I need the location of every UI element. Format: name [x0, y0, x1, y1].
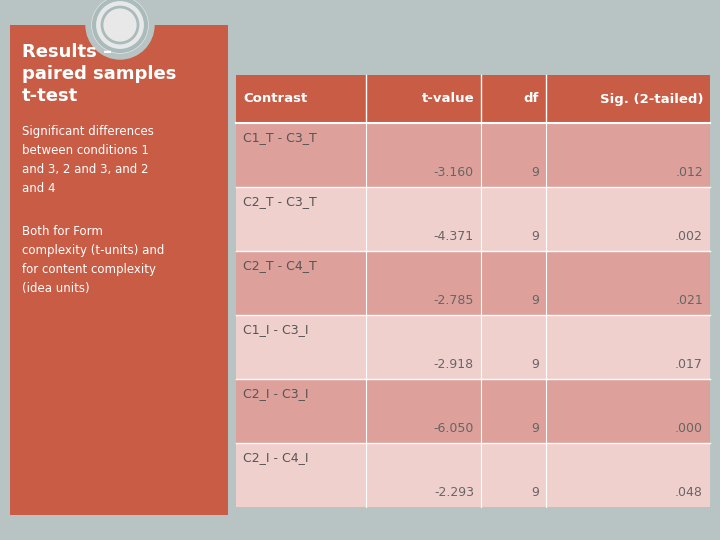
- Text: C2_I - C4_I: C2_I - C4_I: [243, 451, 308, 464]
- Text: Results –: Results –: [22, 43, 112, 61]
- Circle shape: [86, 0, 154, 59]
- Text: t-test: t-test: [22, 87, 78, 105]
- Text: .048: .048: [675, 486, 703, 499]
- Text: C2_T - C3_T: C2_T - C3_T: [243, 195, 317, 208]
- Text: -2.918: -2.918: [434, 358, 474, 371]
- Text: Both for Form
complexity (t-units) and
for content complexity
(idea units): Both for Form complexity (t-units) and f…: [22, 225, 164, 295]
- Text: -4.371: -4.371: [434, 230, 474, 243]
- Text: paired samples: paired samples: [22, 65, 176, 83]
- Text: C1_T - C3_T: C1_T - C3_T: [243, 131, 317, 144]
- Bar: [236, 251, 710, 315]
- Text: .017: .017: [675, 358, 703, 371]
- Bar: [236, 315, 710, 379]
- Text: .012: .012: [675, 166, 703, 179]
- Text: Sig. (2-tailed): Sig. (2-tailed): [600, 92, 703, 105]
- Text: .002: .002: [675, 230, 703, 243]
- Text: C1_I - C3_I: C1_I - C3_I: [243, 323, 308, 336]
- Text: 9: 9: [531, 422, 539, 435]
- Text: -2.293: -2.293: [434, 486, 474, 499]
- Text: Significant differences
between conditions 1
and 3, 2 and 3, and 2
and 4: Significant differences between conditio…: [22, 125, 154, 195]
- Bar: [236, 123, 710, 187]
- Text: 9: 9: [531, 486, 539, 499]
- Bar: [236, 443, 710, 507]
- Text: -6.050: -6.050: [433, 422, 474, 435]
- Bar: [236, 187, 710, 251]
- Bar: [236, 379, 710, 443]
- Text: 9: 9: [531, 166, 539, 179]
- Text: 9: 9: [531, 230, 539, 243]
- Text: C2_T - C4_T: C2_T - C4_T: [243, 259, 317, 272]
- Text: t-value: t-value: [421, 92, 474, 105]
- Text: Contrast: Contrast: [243, 92, 307, 105]
- Text: -2.785: -2.785: [433, 294, 474, 307]
- Text: 9: 9: [531, 358, 539, 371]
- Circle shape: [92, 0, 148, 53]
- Text: .021: .021: [675, 294, 703, 307]
- Text: df: df: [523, 92, 539, 105]
- Bar: [10, 25, 228, 515]
- Bar: [236, 75, 710, 123]
- Text: -3.160: -3.160: [434, 166, 474, 179]
- Text: C2_I - C3_I: C2_I - C3_I: [243, 387, 308, 400]
- Text: .000: .000: [675, 422, 703, 435]
- Text: 9: 9: [531, 294, 539, 307]
